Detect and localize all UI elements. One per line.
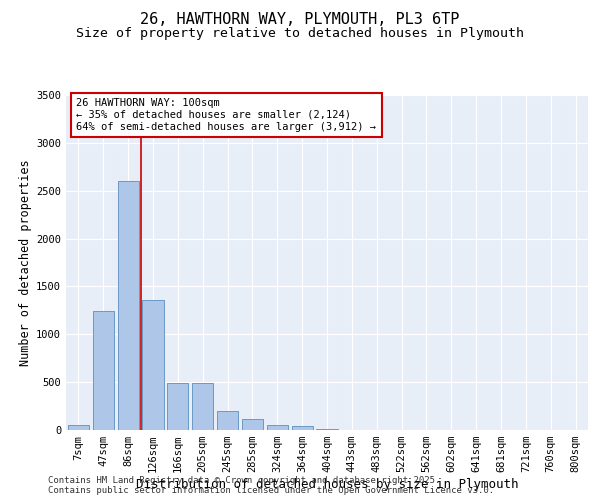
Bar: [267, 424, 288, 430]
Bar: [192, 383, 213, 430]
Bar: [316, 428, 338, 430]
Text: Size of property relative to detached houses in Plymouth: Size of property relative to detached ho…: [76, 28, 524, 40]
Bar: [167, 383, 188, 430]
Y-axis label: Number of detached properties: Number of detached properties: [19, 159, 32, 366]
Bar: [242, 418, 263, 430]
Bar: [118, 181, 139, 430]
Text: Contains HM Land Registry data © Crown copyright and database right 2025.: Contains HM Land Registry data © Crown c…: [48, 476, 440, 485]
Text: 26 HAWTHORN WAY: 100sqm
← 35% of detached houses are smaller (2,124)
64% of semi: 26 HAWTHORN WAY: 100sqm ← 35% of detache…: [76, 98, 376, 132]
Text: Contains public sector information licensed under the Open Government Licence v3: Contains public sector information licen…: [48, 486, 494, 495]
Text: 26, HAWTHORN WAY, PLYMOUTH, PL3 6TP: 26, HAWTHORN WAY, PLYMOUTH, PL3 6TP: [140, 12, 460, 28]
Bar: [292, 426, 313, 430]
Bar: [142, 300, 164, 430]
Bar: [68, 425, 89, 430]
Bar: [93, 312, 114, 430]
X-axis label: Distribution of detached houses by size in Plymouth: Distribution of detached houses by size …: [136, 478, 518, 491]
Bar: [217, 411, 238, 430]
